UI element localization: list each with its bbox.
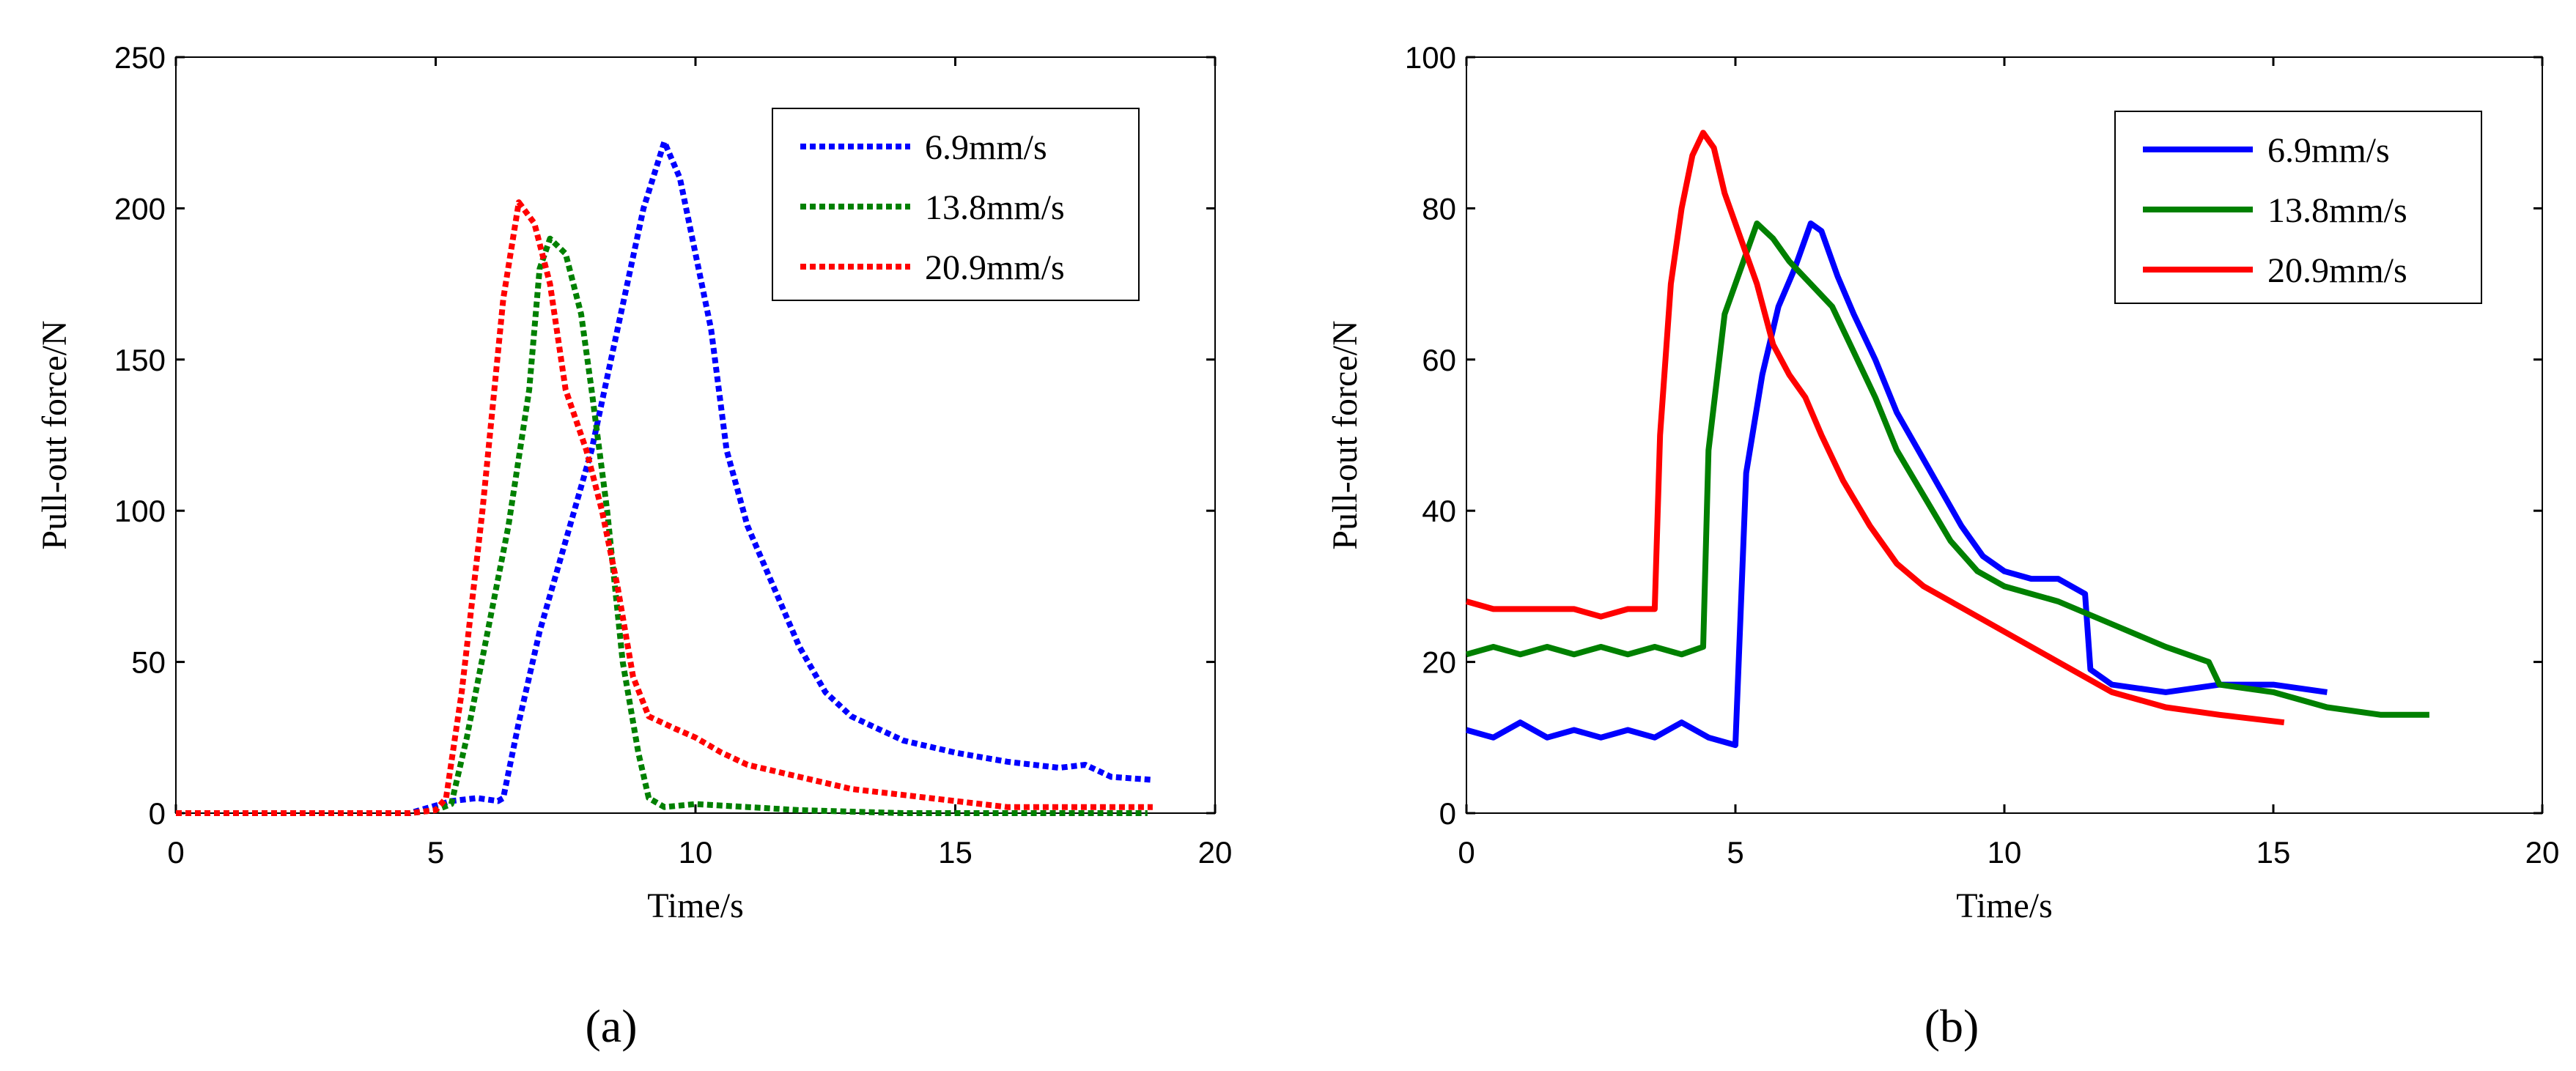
x-tick-label: 15: [938, 835, 973, 870]
y-tick-label: 150: [114, 343, 166, 377]
x-tick-label: 10: [679, 835, 713, 870]
y-tick-label: 0: [149, 796, 166, 831]
y-tick-label: 100: [114, 494, 166, 528]
x-tick-label: 15: [2256, 835, 2291, 870]
legend-label: 6.9mm/s: [925, 128, 1047, 167]
x-axis-label: Time/s: [1956, 886, 2053, 925]
series-line-3: [1465, 130, 2285, 726]
y-tick-label: 40: [1422, 494, 1456, 528]
series-line-3: [176, 199, 1153, 816]
series-line-1: [1465, 220, 2328, 749]
legend-label: 20.9mm/s: [925, 248, 1065, 287]
series-line-2: [176, 235, 1148, 816]
legend-label: 13.8mm/s: [2267, 191, 2407, 230]
x-tick-label: 20: [1198, 835, 1233, 870]
y-tick-label: 200: [114, 191, 166, 226]
x-tick-label: 5: [427, 835, 444, 870]
y-tick-label: 50: [131, 645, 166, 680]
y-tick-label: 0: [1439, 796, 1456, 831]
x-tick-label: 0: [1458, 835, 1475, 870]
x-tick-label: 10: [1988, 835, 2022, 870]
y-tick-label: 250: [114, 40, 166, 75]
x-tick-label: 0: [167, 835, 184, 870]
legend: 6.9mm/s 13.8mm/s 20.9mm/s: [2114, 111, 2482, 304]
legend: 6.9mm/s 13.8mm/s 20.9mm/s: [772, 108, 1140, 301]
x-tick-label: 5: [1727, 835, 1743, 870]
y-tick-label: 60: [1422, 343, 1456, 377]
panel-label: (a): [585, 1000, 637, 1052]
series-line-2: [1465, 220, 2429, 718]
chart-panel-b: 0 5 10 15 20 0 20 40 60 80 100 Time/s Pull-out force…: [1326, 40, 2559, 1052]
y-tick-label: 80: [1422, 191, 1456, 226]
panel-label: (b): [1924, 1000, 1979, 1052]
legend-label: 6.9mm/s: [2267, 131, 2390, 170]
y-axis-label: Pull-out force/N: [1326, 320, 1365, 549]
y-tick-label: 100: [1405, 40, 1456, 75]
legend-label: 13.8mm/s: [925, 188, 1065, 227]
x-axis-label: Time/s: [647, 886, 744, 925]
x-tick-label: 20: [2525, 835, 2560, 870]
y-axis-label: Pull-out force/N: [35, 320, 74, 549]
legend-label: 20.9mm/s: [2267, 251, 2407, 290]
y-tick-label: 20: [1422, 645, 1456, 680]
